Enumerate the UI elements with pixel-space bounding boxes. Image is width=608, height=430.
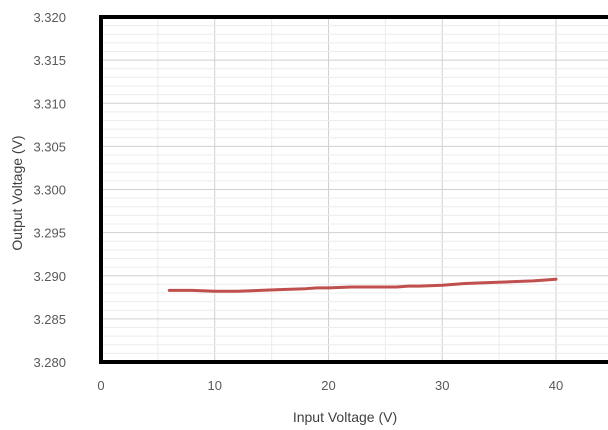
plot-frame [99,15,608,364]
y-tick-label: 3.280 [33,355,66,370]
y-tick-label: 3.320 [33,10,66,25]
y-tick-label: 3.310 [33,96,66,111]
tick-labels: 3.280 3.285 3.290 3.295 3.300 3.305 3.310 3.315… [33,10,563,393]
y-tick-label: 3.285 [33,312,66,327]
x-axis-title: Input Voltage (V) [293,409,397,425]
y-tick-label: 3.305 [33,139,66,154]
x-tick-label: 20 [321,378,335,393]
y-tick-label: 3.290 [33,269,66,284]
series-layer [167,277,558,293]
y-tick-label: 3.300 [33,183,66,198]
y-tick-label: 3.315 [33,53,66,68]
x-tick-label: 10 [208,378,222,393]
x-tick-label: 0 [97,378,104,393]
gridlines [101,17,608,362]
x-tick-label: 40 [549,378,563,393]
series-line [167,277,558,293]
x-tick-label: 30 [435,378,449,393]
y-tick-label: 3.295 [33,226,66,241]
y-axis-title: Output Voltage (V) [9,135,25,250]
